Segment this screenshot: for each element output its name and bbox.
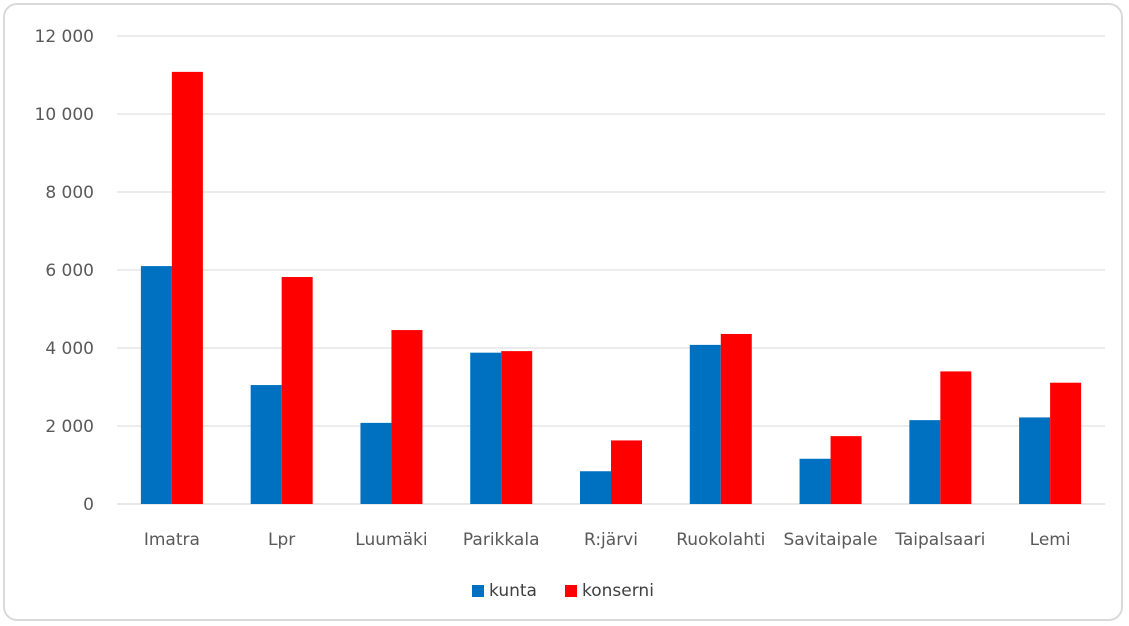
- x-tick-label: Taipalsaari: [894, 530, 985, 550]
- y-tick-label: 2 000: [45, 417, 94, 437]
- bar-konserni-Lemi: [1050, 382, 1082, 504]
- y-tick-label: 6 000: [45, 261, 94, 281]
- bar-kunta-Luumäki: [360, 422, 392, 504]
- y-axis-ticks: 0 2 000 4 000 6 000 8 000 10 000 12 000: [35, 27, 94, 515]
- bar-konserni-Imatra: [171, 71, 203, 504]
- legend-label-kunta: kunta: [489, 581, 537, 601]
- bars: [140, 71, 1082, 504]
- legend: kunta konserni: [472, 581, 654, 601]
- bar-konserni-Savitaipale: [830, 436, 862, 504]
- x-tick-label: Parikkala: [463, 530, 540, 550]
- bar-konserni-Ruokolahti: [720, 333, 752, 504]
- legend-label-konserni: konserni: [582, 581, 654, 601]
- y-tick-label: 10 000: [35, 105, 94, 125]
- x-axis-ticks: Imatra Lpr Luumäki Parikkala R:järvi Ruokolah…: [144, 530, 1071, 550]
- y-tick-label: 12 000: [35, 27, 94, 47]
- bar-konserni-R:järvi: [611, 440, 642, 504]
- bar-konserni-Lpr: [281, 277, 313, 504]
- x-tick-label: Luumäki: [355, 530, 427, 550]
- y-tick-label: 4 000: [45, 339, 94, 359]
- bar-kunta-R:järvi: [580, 471, 611, 504]
- bar-kunta-Parikkala: [470, 352, 502, 504]
- bar-konserni-Parikkala: [501, 351, 533, 504]
- bar-kunta-Imatra: [140, 266, 172, 504]
- legend-swatch-kunta: [472, 585, 484, 597]
- bar-kunta-Lpr: [250, 385, 282, 504]
- bar-konserni-Taipalsaari: [940, 371, 972, 504]
- bar-kunta-Savitaipale: [799, 458, 831, 504]
- x-tick-label: R:järvi: [584, 530, 638, 550]
- y-tick-label: 8 000: [45, 183, 94, 203]
- x-tick-label: Savitaipale: [783, 530, 877, 550]
- x-tick-label: Lemi: [1030, 530, 1071, 550]
- bar-konserni-Luumäki: [391, 330, 423, 504]
- x-tick-label: Ruokolahti: [676, 530, 765, 550]
- x-tick-label: Lpr: [268, 530, 295, 550]
- bar-kunta-Lemi: [1019, 417, 1051, 504]
- y-tick-label: 0: [83, 495, 94, 515]
- bar-kunta-Taipalsaari: [909, 420, 941, 504]
- x-tick-label: Imatra: [144, 530, 200, 550]
- legend-swatch-konserni: [565, 585, 577, 597]
- bar-kunta-Ruokolahti: [689, 344, 721, 504]
